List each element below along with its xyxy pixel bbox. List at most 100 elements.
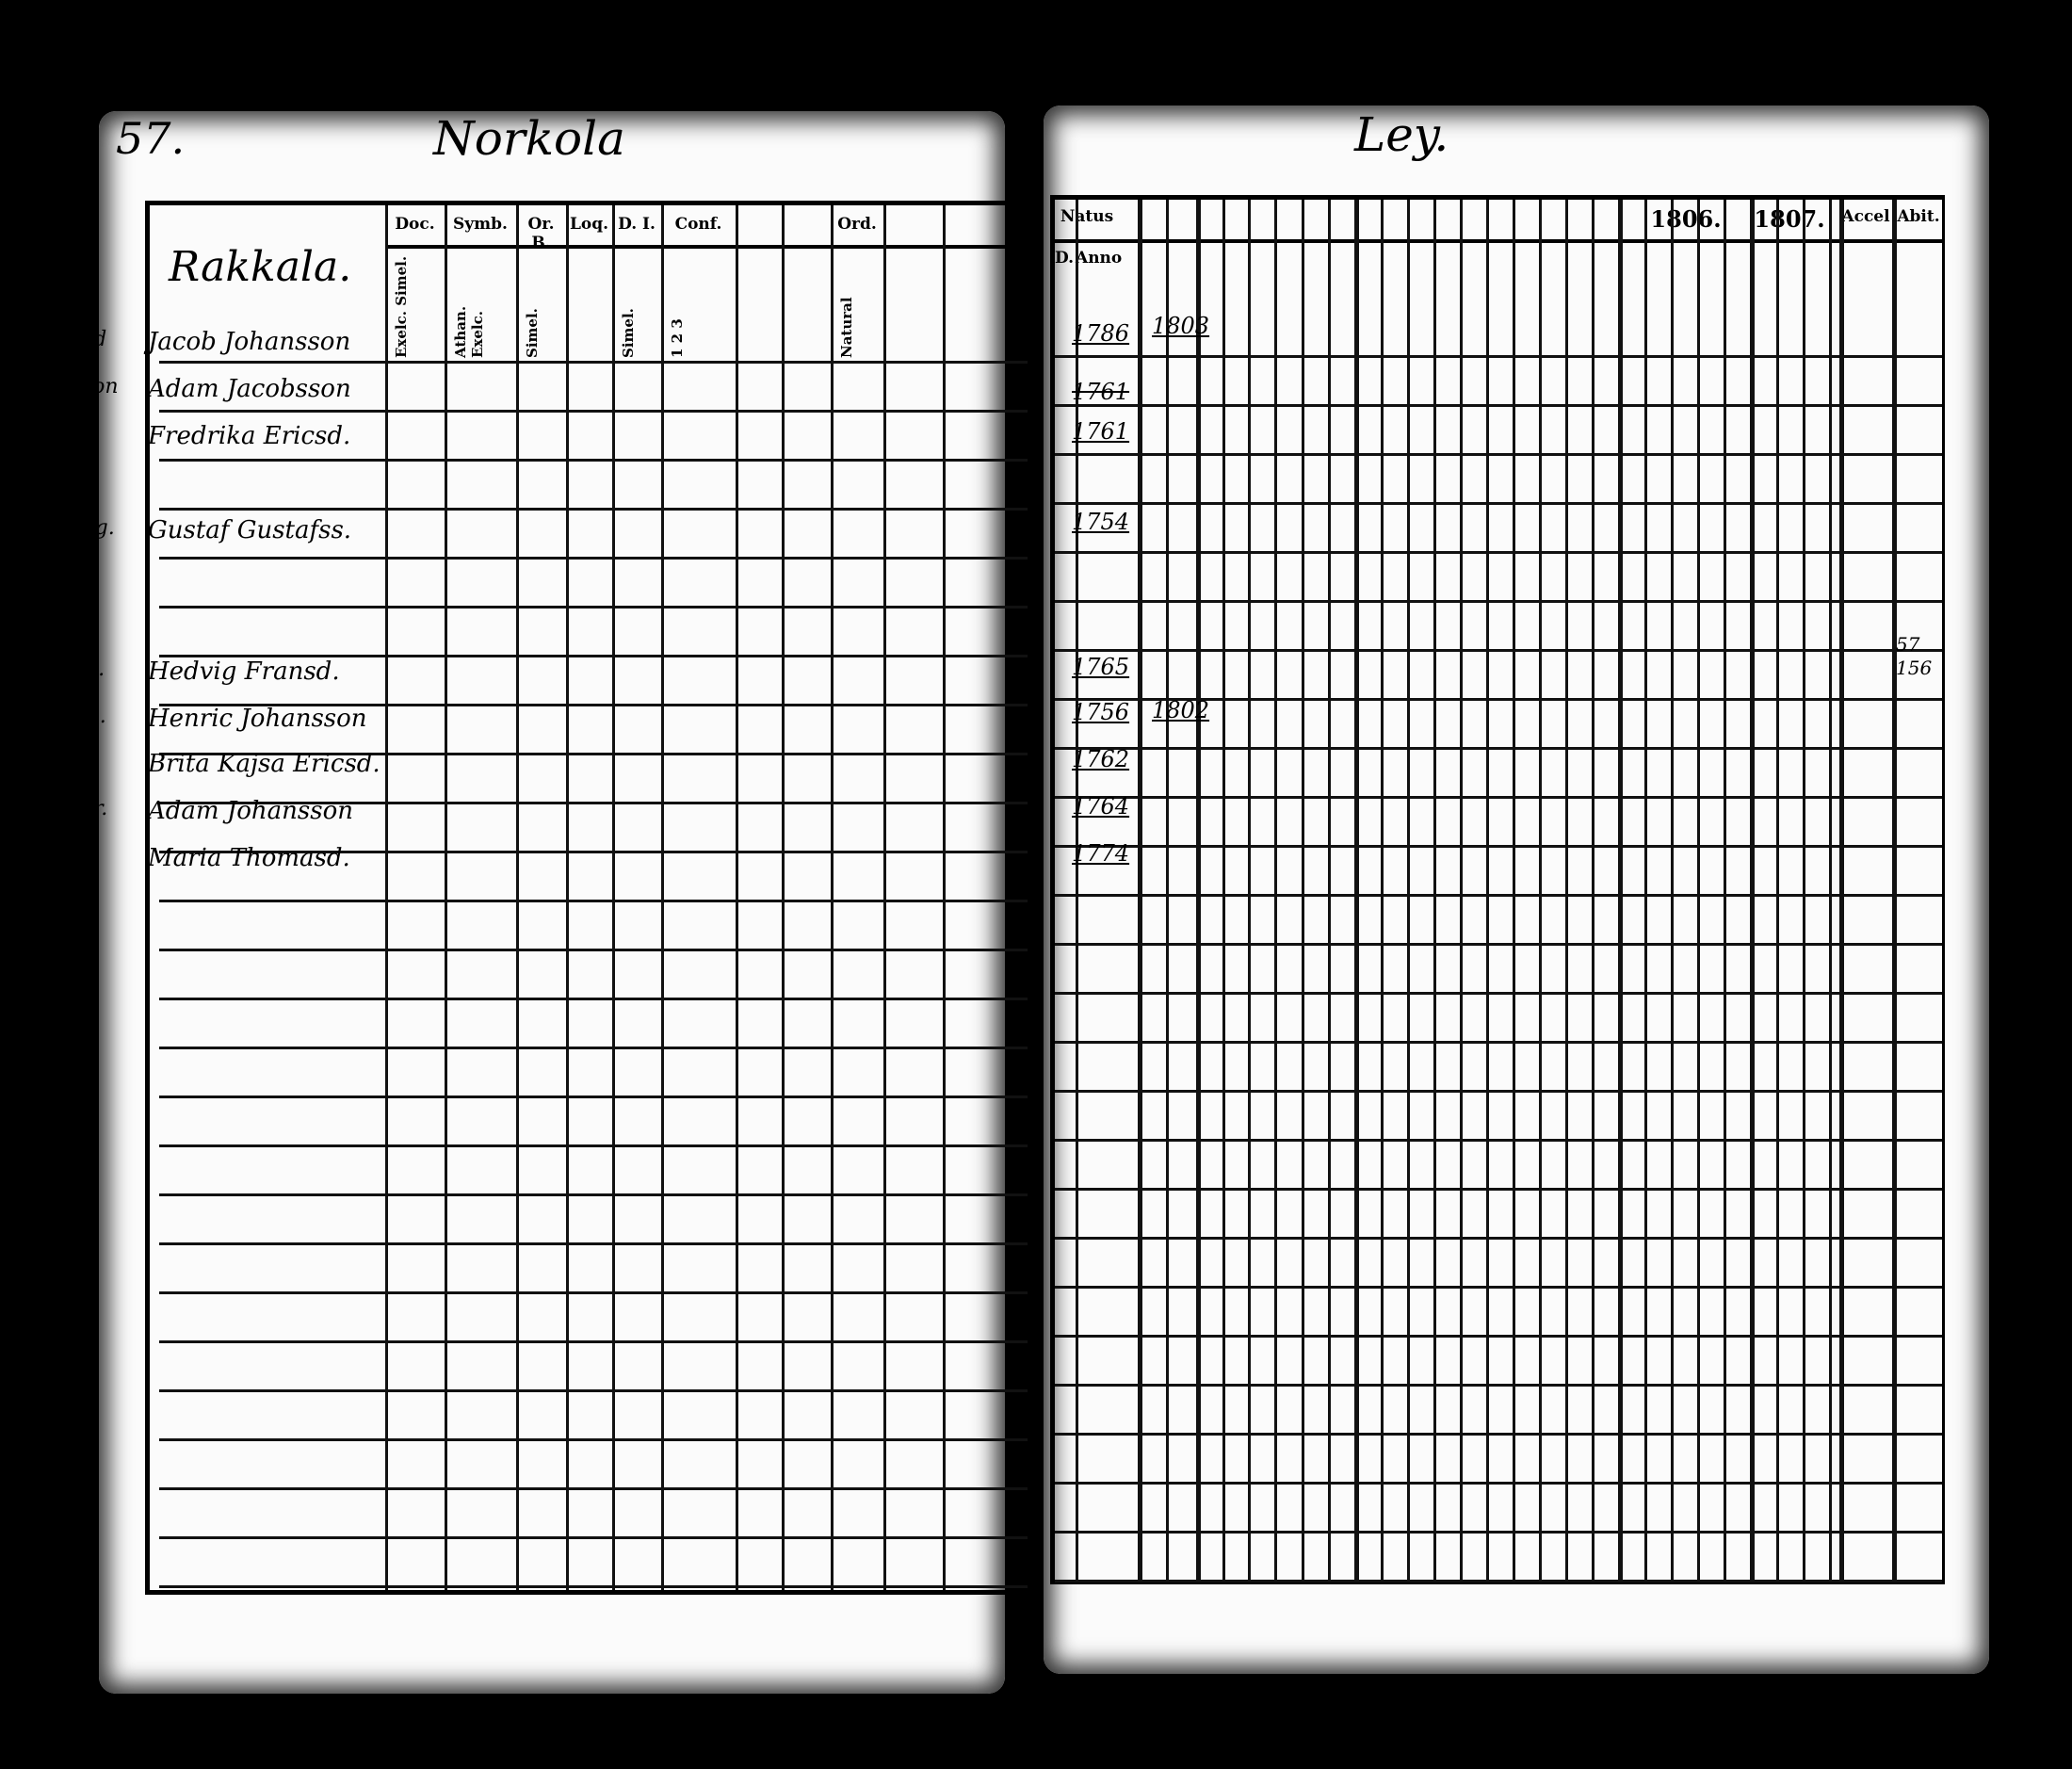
header-natus: Natus [1060, 207, 1114, 226]
left-page: 57. Norkola Rakkala. Doc. Exelc. Simel. Sy… [78, 111, 1032, 1694]
entry-year: 1803 [1152, 313, 1210, 339]
column-subheader: 1 2 3 [669, 318, 686, 358]
row-rule [159, 1291, 1028, 1294]
person-relation: h. [78, 750, 99, 773]
column-rule [1328, 200, 1331, 1580]
row-rule [1055, 1041, 1942, 1044]
row-rule [159, 1340, 1028, 1343]
header-1806: 1806. [1650, 205, 1722, 233]
column-subheader: Exelc. Simel. [393, 255, 410, 358]
column-header: Conf. [674, 215, 722, 234]
birth-year: 1761 [1072, 418, 1130, 445]
farm-name: Rakkala. [169, 243, 352, 291]
column-subheader: Athan. Exelc. [452, 305, 486, 358]
row-rule [1055, 1482, 1942, 1485]
row-rule [159, 361, 1028, 364]
column-rule [1460, 200, 1463, 1580]
column-rule [1618, 200, 1623, 1580]
person-relation: pi. [78, 657, 105, 681]
row-rule [159, 704, 1028, 706]
column-rule [1671, 200, 1674, 1580]
row-rule [159, 1389, 1028, 1392]
row-rule [1055, 1531, 1942, 1534]
row-rule [1055, 894, 1942, 897]
column-rule [1776, 200, 1779, 1580]
person-relation: h. [78, 422, 99, 446]
column-rule [1138, 200, 1142, 1580]
row-rule [1055, 502, 1942, 505]
row-rule [159, 1095, 1028, 1098]
column-rule [1248, 200, 1251, 1580]
column-header: D. I. [618, 215, 656, 234]
row-rule [159, 1438, 1028, 1441]
birth-year: 1786 [1072, 320, 1130, 347]
column-rule [1513, 200, 1515, 1580]
header-1807: 1807. [1754, 205, 1825, 233]
person-name: Gustaf Gustafss. [148, 516, 352, 544]
row-rule [1055, 1139, 1942, 1142]
row-rule [1055, 453, 1942, 456]
column-rule [445, 205, 447, 1590]
row-rule [1055, 992, 1942, 995]
column-rule [1829, 200, 1832, 1580]
row-rule [1055, 943, 1942, 946]
birth-year: 1762 [1072, 746, 1130, 772]
column-rule [943, 205, 946, 1590]
column-rule [1539, 200, 1542, 1580]
column-rule [883, 205, 886, 1590]
column-rule [1592, 200, 1594, 1580]
column-rule [566, 205, 569, 1590]
column-header: Symb. [453, 215, 508, 234]
row-rule [1055, 747, 1942, 750]
entry-year: 1802 [1152, 697, 1210, 723]
birth-year: 1761 [1072, 379, 1130, 405]
row-rule [159, 1536, 1028, 1539]
person-name: Hedvig Fransd. [148, 657, 340, 686]
row-rule [1055, 1580, 1942, 1582]
header-anno: Anno [1076, 249, 1123, 268]
column-rule [1166, 200, 1169, 1580]
column-header: Ord. [837, 215, 877, 234]
column-rule [1433, 200, 1436, 1580]
birth-year: 1774 [1072, 840, 1130, 867]
header-abit: Abit. [1897, 207, 1940, 226]
row-rule [159, 900, 1028, 902]
row-rule [159, 1193, 1028, 1196]
row-rule [1055, 1286, 1942, 1289]
row-rule [159, 1242, 1028, 1245]
page-title: Ley. [1354, 107, 1449, 162]
row-rule [1055, 1188, 1942, 1191]
column-rule [1407, 200, 1410, 1580]
register-table-left: Rakkala. Doc. Exelc. Simel. Symb. Athan. Ex… [145, 201, 1032, 1595]
column-rule [516, 205, 519, 1590]
column-rule [1222, 200, 1225, 1580]
column-rule [1803, 200, 1805, 1580]
row-rule [1055, 1335, 1942, 1338]
person-relation: Dg. [78, 516, 115, 540]
column-header: Loq. [569, 215, 609, 234]
person-relation: Br. [78, 797, 108, 820]
column-rule [1486, 200, 1489, 1580]
column-rule [1697, 200, 1700, 1580]
column-subheader: Simel. [620, 308, 637, 358]
row-rule [1055, 649, 1942, 652]
column-rule [1724, 200, 1726, 1580]
row-rule [159, 1585, 1028, 1588]
birth-year: 1756 [1072, 699, 1130, 725]
column-rule [1892, 200, 1897, 1580]
row-rule [1055, 796, 1942, 799]
village-title: Norkola [433, 111, 625, 166]
row-rule [1055, 551, 1942, 554]
row-rule [1055, 1237, 1942, 1240]
row-rule [1055, 404, 1942, 407]
row-rule [159, 753, 1028, 755]
column-rule [1750, 200, 1755, 1580]
header-accel: Accel [1841, 207, 1890, 226]
right-page: Ley. Natus D. Anno 1806. 1807. Accel Abi… [1044, 105, 1989, 1674]
column-rule [1381, 200, 1384, 1580]
birth-year: 1765 [1072, 654, 1130, 680]
column-rule [1565, 200, 1568, 1580]
column-rule [736, 205, 738, 1590]
column-rule [1274, 200, 1277, 1580]
column-subheader: Simel. [524, 308, 541, 358]
